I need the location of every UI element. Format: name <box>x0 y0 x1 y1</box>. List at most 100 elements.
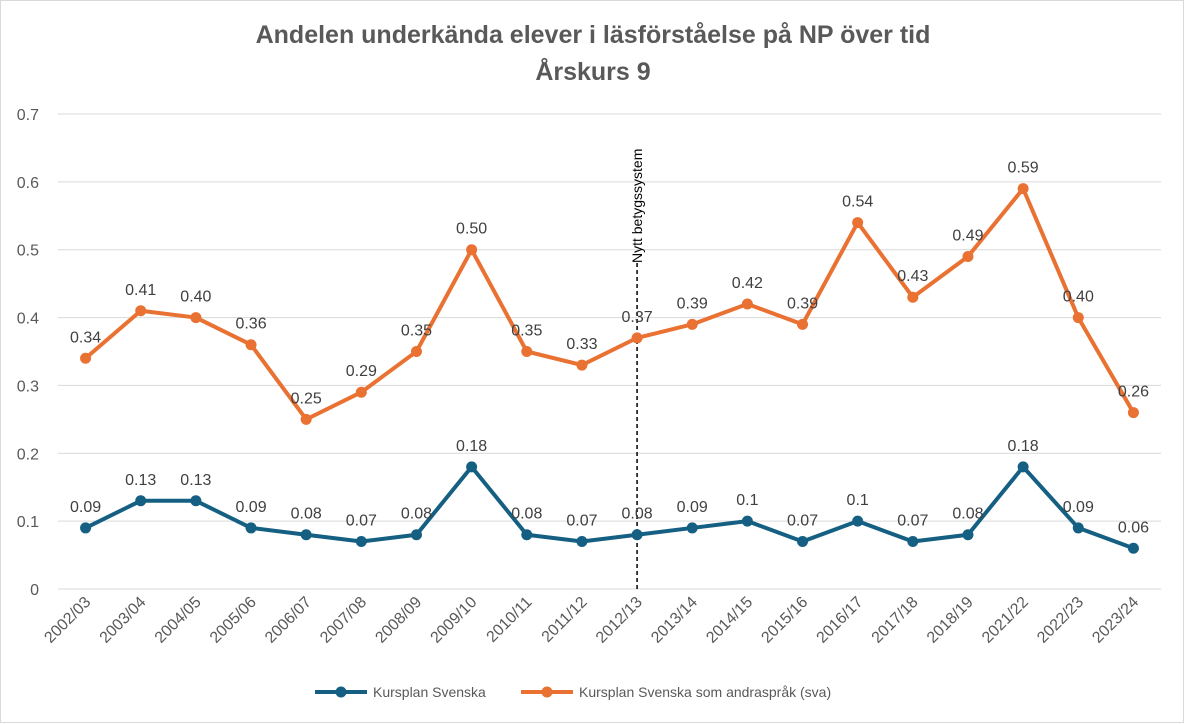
data-label: 0.54 <box>842 194 873 211</box>
data-point <box>80 352 92 364</box>
data-label: 0.49 <box>952 228 983 245</box>
data-label: 0.18 <box>1008 438 1039 455</box>
data-label: 0.08 <box>291 506 322 523</box>
y-tick-label: 0.5 <box>17 243 39 260</box>
data-label: 0.40 <box>180 289 211 306</box>
x-tick-label: 2009/10 <box>428 594 481 647</box>
data-point <box>686 318 698 330</box>
legend-swatch-marker <box>335 686 347 698</box>
x-tick-label: 2010/11 <box>484 594 536 646</box>
data-label: 0.18 <box>456 438 487 455</box>
data-label: 0.09 <box>235 499 266 516</box>
data-label: 0.35 <box>511 323 542 340</box>
data-point <box>907 536 919 547</box>
legend-item-0: Kursplan Svenska <box>315 684 486 700</box>
data-label: 0.35 <box>401 323 432 340</box>
data-point <box>245 339 257 351</box>
legend: Kursplan Svenska Kursplan Svenska som and… <box>315 684 831 700</box>
data-point <box>631 529 643 541</box>
data-point <box>1017 183 1029 195</box>
data-point <box>300 529 312 541</box>
x-tick-label: 2007/08 <box>317 594 370 647</box>
x-tick-label: 2008/09 <box>372 594 425 647</box>
data-label: 0.1 <box>847 492 869 509</box>
x-tick-label: 2017/18 <box>869 594 922 647</box>
data-label: 0.43 <box>897 268 928 285</box>
data-label: 0.08 <box>952 506 983 523</box>
data-point <box>245 522 257 534</box>
data-point <box>80 522 92 534</box>
legend-item-1: Kursplan Svenska som andraspråk (sva) <box>521 684 831 700</box>
data-label: 0.09 <box>1063 499 1094 516</box>
data-point <box>521 529 533 541</box>
x-axis: 2002/03 2003/04 2004/05 2005/06 2006/07 2007/… <box>41 594 1142 647</box>
data-label: 0.08 <box>401 506 432 523</box>
data-point <box>1017 461 1029 473</box>
data-point <box>852 515 864 527</box>
chart-title: Andelen underkända elever i läsförståels… <box>256 21 931 49</box>
x-tick-label: 2016/17 <box>814 594 867 647</box>
series-1: 0.34 0.41 0.40 0.36 0.25 0.29 0.35 0.50 0.35 0.33… <box>70 160 1149 425</box>
y-tick-label: 0.1 <box>17 514 39 531</box>
x-tick-label: 2003/04 <box>97 594 150 647</box>
data-label: 0.39 <box>787 295 818 312</box>
y-tick-label: 0.4 <box>17 311 39 328</box>
y-tick-label: 0.2 <box>17 446 39 463</box>
series-0: 0.09 0.13 0.13 0.09 0.08 0.07 0.08 0.18 0.08 0.07… <box>70 438 1149 554</box>
y-tick-label: 0 <box>30 582 39 599</box>
x-tick-label: 2011/12 <box>539 594 591 646</box>
data-label: 0.36 <box>235 316 266 333</box>
x-tick-label: 2006/07 <box>262 594 315 647</box>
x-tick-label: 2012/13 <box>593 594 646 647</box>
data-label: 0.07 <box>897 513 928 530</box>
legend-label: Kursplan Svenska <box>373 684 486 700</box>
x-tick-label: 2013/14 <box>648 594 701 647</box>
data-point <box>797 536 809 547</box>
data-point <box>741 515 753 527</box>
data-point <box>1127 407 1139 419</box>
data-point <box>741 298 753 310</box>
data-label: 0.13 <box>180 472 211 489</box>
data-point <box>135 495 147 507</box>
data-point <box>1127 542 1139 554</box>
data-point <box>1072 522 1084 534</box>
data-label: 0.06 <box>1118 519 1149 536</box>
data-point <box>852 217 864 229</box>
data-point <box>576 359 588 371</box>
data-label: 0.13 <box>125 472 156 489</box>
data-label: 0.37 <box>622 309 653 326</box>
legend-swatch-marker <box>541 686 553 698</box>
data-point <box>576 536 588 547</box>
data-label: 0.26 <box>1118 384 1149 401</box>
x-tick-label: 2018/19 <box>924 594 977 647</box>
series-line <box>83 464 1136 551</box>
data-label: 0.33 <box>566 336 597 353</box>
data-label: 0.34 <box>70 329 101 346</box>
data-label: 0.25 <box>291 390 322 407</box>
gridlines <box>58 113 1161 590</box>
data-label: 0.40 <box>1063 289 1094 306</box>
data-point <box>355 536 367 547</box>
data-label: 0.09 <box>70 499 101 516</box>
data-point <box>962 529 974 541</box>
x-tick-label: 2021/22 <box>979 594 1032 647</box>
data-point <box>355 386 367 398</box>
data-point <box>410 346 422 357</box>
data-label: 0.41 <box>125 282 156 299</box>
data-point <box>410 529 422 541</box>
y-tick-label: 0.6 <box>17 175 39 192</box>
x-tick-label: 2005/06 <box>207 594 260 647</box>
data-label: 0.39 <box>677 295 708 312</box>
data-point <box>631 332 643 344</box>
x-tick-label: 2015/16 <box>758 594 811 647</box>
data-point <box>686 522 698 534</box>
y-tick-label: 0.3 <box>17 378 39 395</box>
data-label: 0.42 <box>732 275 763 292</box>
data-label: 0.29 <box>346 363 377 380</box>
data-label: 0.09 <box>677 499 708 516</box>
x-tick-label: 2014/15 <box>703 594 756 647</box>
data-point <box>466 244 478 256</box>
data-label: 0.07 <box>787 513 818 530</box>
data-point <box>521 346 533 357</box>
